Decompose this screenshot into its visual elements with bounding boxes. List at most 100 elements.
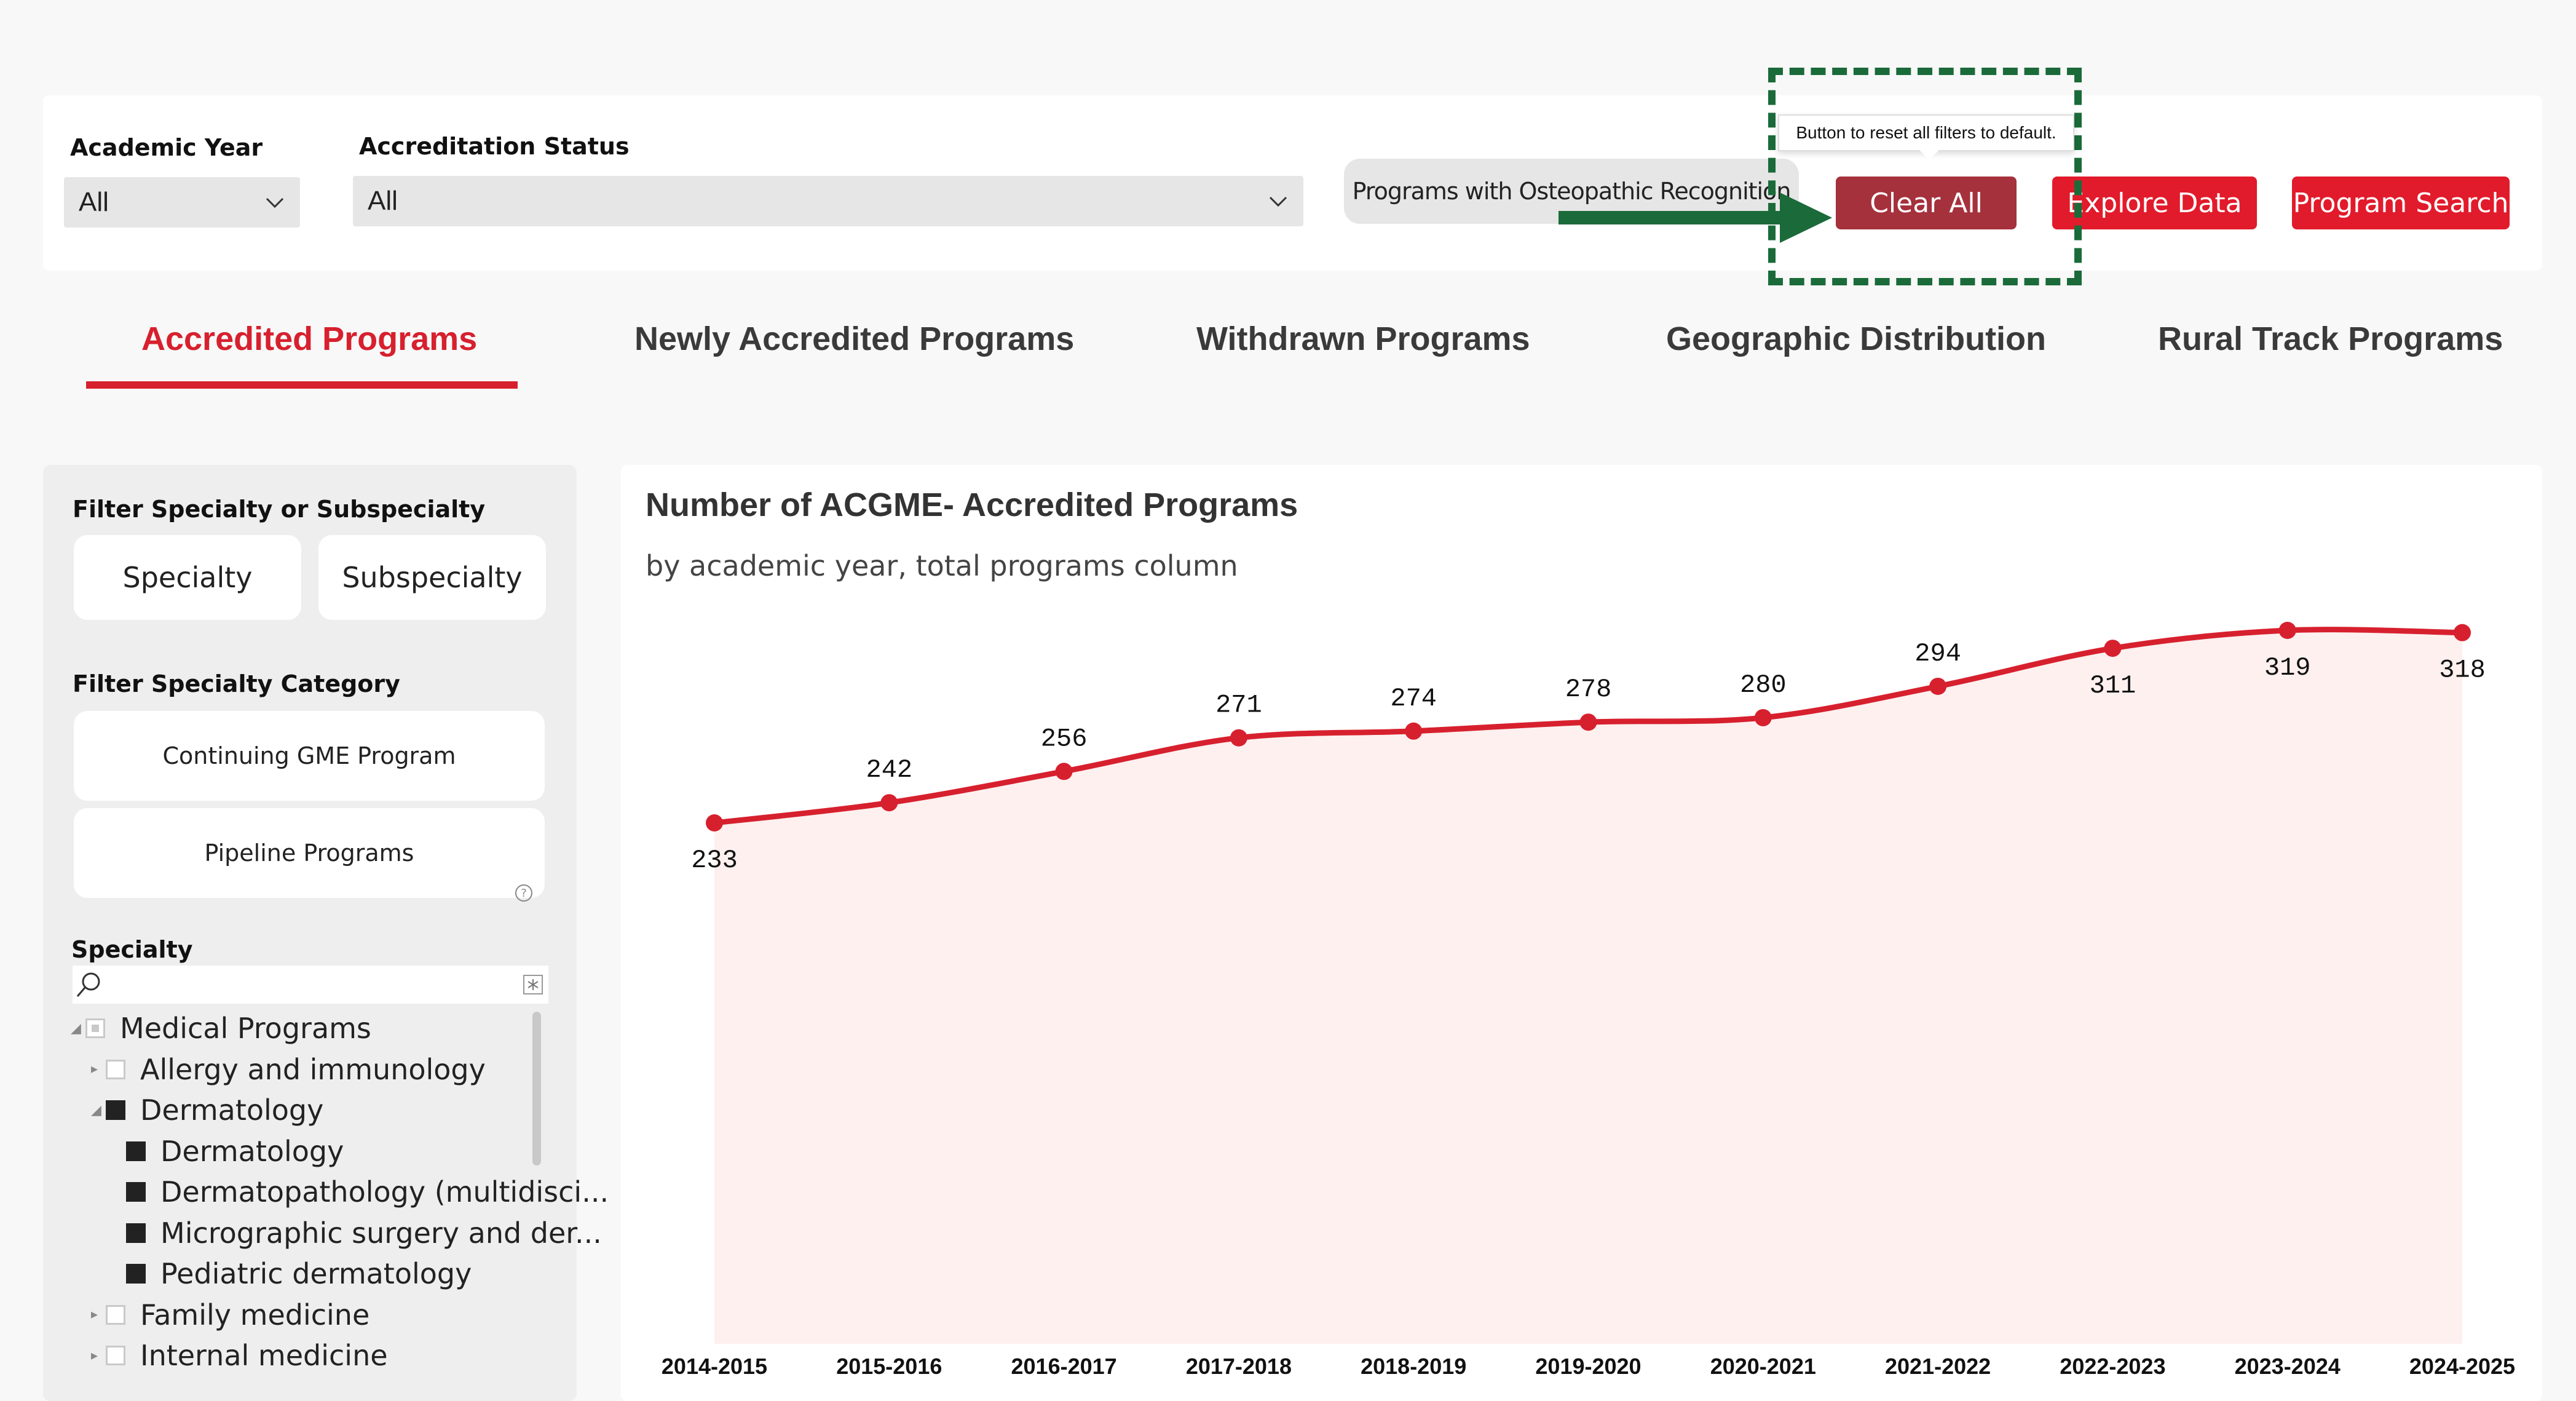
filter-specialty-heading: Filter Specialty or Subspecialty — [73, 496, 486, 523]
tree-item[interactable]: ◢ Dermatology — [91, 1093, 323, 1127]
chart-subtitle: by academic year, total programs column — [646, 549, 1238, 582]
data-label: 271 — [1215, 691, 1262, 720]
x-tick-label: 2019-2020 — [1535, 1354, 1641, 1379]
tree-item-label: Dermatopathology (multidisci... — [160, 1175, 609, 1209]
data-point[interactable] — [2278, 622, 2296, 639]
explore-data-button[interactable]: Explore Data — [2052, 177, 2257, 229]
tree-item[interactable]: ▸ Family medicine — [91, 1298, 369, 1332]
clear-search-icon[interactable] — [523, 974, 543, 995]
x-tick-label: 2014-2015 — [662, 1354, 767, 1379]
data-point[interactable] — [1929, 677, 1947, 695]
tree-checkbox[interactable] — [126, 1223, 146, 1243]
highlight-box — [1768, 68, 2082, 285]
data-label: 256 — [1041, 724, 1088, 753]
data-point[interactable] — [2104, 640, 2122, 657]
tree-checkbox[interactable] — [106, 1346, 125, 1365]
academic-year-value: All — [79, 187, 109, 217]
data-label: 242 — [866, 755, 912, 785]
specialty-heading: Specialty — [71, 936, 193, 963]
x-tick-label: 2018-2019 — [1361, 1354, 1466, 1379]
specialty-button[interactable]: Specialty — [74, 535, 301, 620]
tree-item[interactable]: Micrographic surgery and der... — [111, 1216, 602, 1250]
green-arrow-icon — [1559, 192, 1832, 243]
tree-item-label: Allergy and immunology — [140, 1052, 486, 1086]
tree-checkbox[interactable] — [85, 1018, 105, 1038]
academic-year-dropdown[interactable]: All — [64, 177, 300, 228]
accreditation-status-dropdown[interactable]: All — [353, 176, 1303, 226]
tab-withdrawn-programs[interactable]: Withdrawn Programs — [1196, 320, 1530, 357]
tree-item-label: Micrographic surgery and der... — [160, 1216, 602, 1250]
x-tick-label: 2022-2023 — [2060, 1354, 2165, 1379]
expand-open-icon[interactable]: ◢ — [91, 1102, 101, 1118]
tree-checkbox[interactable] — [106, 1304, 125, 1325]
chevron-down-icon — [1269, 196, 1287, 207]
tree-item[interactable]: Dermatopathology (multidisci... — [111, 1175, 609, 1209]
expand-open-icon[interactable]: ◢ — [71, 1020, 81, 1036]
data-label: 274 — [1390, 684, 1437, 713]
tree-checkbox[interactable] — [106, 1059, 125, 1079]
clear-all-button[interactable]: Clear All — [1836, 177, 2017, 229]
tree-scrollbar[interactable] — [532, 1012, 541, 1165]
data-point[interactable] — [1055, 763, 1073, 780]
data-point[interactable] — [1754, 708, 1772, 726]
filter-panel — [43, 465, 577, 1401]
tree-item[interactable]: Pediatric dermatology — [111, 1257, 472, 1290]
tree-item[interactable]: ▸ Allergy and immunology — [91, 1053, 486, 1086]
x-tick-label: 2016-2017 — [1011, 1354, 1117, 1379]
x-tick-label: 2017-2018 — [1186, 1354, 1292, 1379]
chart-title: Number of ACGME- Accredited Programs — [646, 486, 1298, 523]
accreditation-status-label: Accreditation Status — [359, 133, 630, 160]
area-fill — [714, 629, 2462, 1344]
data-label: 278 — [1565, 675, 1612, 704]
x-tick-label: 2020-2021 — [1710, 1354, 1816, 1379]
tree-item-label: Family medicine — [140, 1298, 370, 1332]
data-label: 319 — [2264, 653, 2311, 683]
data-point[interactable] — [1230, 729, 1247, 747]
chevron-down-icon — [266, 197, 284, 208]
data-point[interactable] — [1579, 713, 1597, 731]
data-label: 318 — [2439, 656, 2486, 685]
accreditation-status-value: All — [368, 186, 398, 216]
help-icon[interactable]: ? — [514, 883, 534, 903]
tab-newly-accredited-programs[interactable]: Newly Accredited Programs — [634, 320, 1075, 357]
tree-item-label: Dermatology — [140, 1093, 324, 1127]
tree-checkbox[interactable] — [126, 1182, 146, 1202]
tree-checkbox[interactable] — [126, 1141, 146, 1161]
search-icon — [76, 972, 100, 997]
tree-item-label: Dermatology — [160, 1134, 344, 1168]
tree-checkbox[interactable] — [126, 1264, 146, 1284]
data-point[interactable] — [706, 814, 723, 831]
data-label: 294 — [1914, 639, 1961, 669]
data-point[interactable] — [1405, 722, 1423, 740]
specialty-search-input[interactable] — [73, 966, 548, 1004]
academic-year-label: Academic Year — [70, 134, 263, 161]
x-tick-label: 2024-2025 — [2409, 1354, 2515, 1379]
tree-item-label: Internal medicine — [140, 1339, 388, 1372]
expand-closed-icon[interactable]: ▸ — [91, 1307, 98, 1322]
x-tick-label: 2023-2024 — [2235, 1354, 2341, 1379]
svg-text:?: ? — [521, 887, 527, 900]
data-point[interactable] — [2454, 624, 2471, 641]
data-label: 311 — [2090, 671, 2136, 700]
tree-item[interactable]: ◢ Medical Programs — [71, 1012, 371, 1045]
tree-item[interactable]: ▸ Internal medicine — [91, 1339, 388, 1372]
tree-item[interactable]: Dermatology — [111, 1135, 344, 1168]
subspecialty-button[interactable]: Subspecialty — [318, 535, 546, 620]
tab-rural-track-programs[interactable]: Rural Track Programs — [2158, 320, 2503, 357]
expand-closed-icon[interactable]: ▸ — [91, 1062, 98, 1077]
data-point[interactable] — [880, 794, 898, 812]
pipeline-programs-button[interactable]: Pipeline Programs — [74, 808, 545, 898]
active-tab-underline — [86, 381, 518, 389]
tree-item-label: Pediatric dermatology — [160, 1257, 472, 1290]
data-label: 280 — [1740, 670, 1787, 700]
tooltip-tail — [1917, 148, 1942, 160]
program-search-button[interactable]: Program Search — [2292, 177, 2510, 229]
tree-checkbox[interactable] — [106, 1100, 125, 1120]
tab-geographic-distribution[interactable]: Geographic Distribution — [1666, 320, 2047, 357]
data-label: 233 — [691, 846, 738, 875]
x-tick-label: 2021-2022 — [1885, 1354, 1991, 1379]
tab-accredited-programs[interactable]: Accredited Programs — [141, 320, 478, 357]
continuing-gme-button[interactable]: Continuing GME Program — [74, 711, 545, 801]
expand-closed-icon[interactable]: ▸ — [91, 1347, 98, 1363]
